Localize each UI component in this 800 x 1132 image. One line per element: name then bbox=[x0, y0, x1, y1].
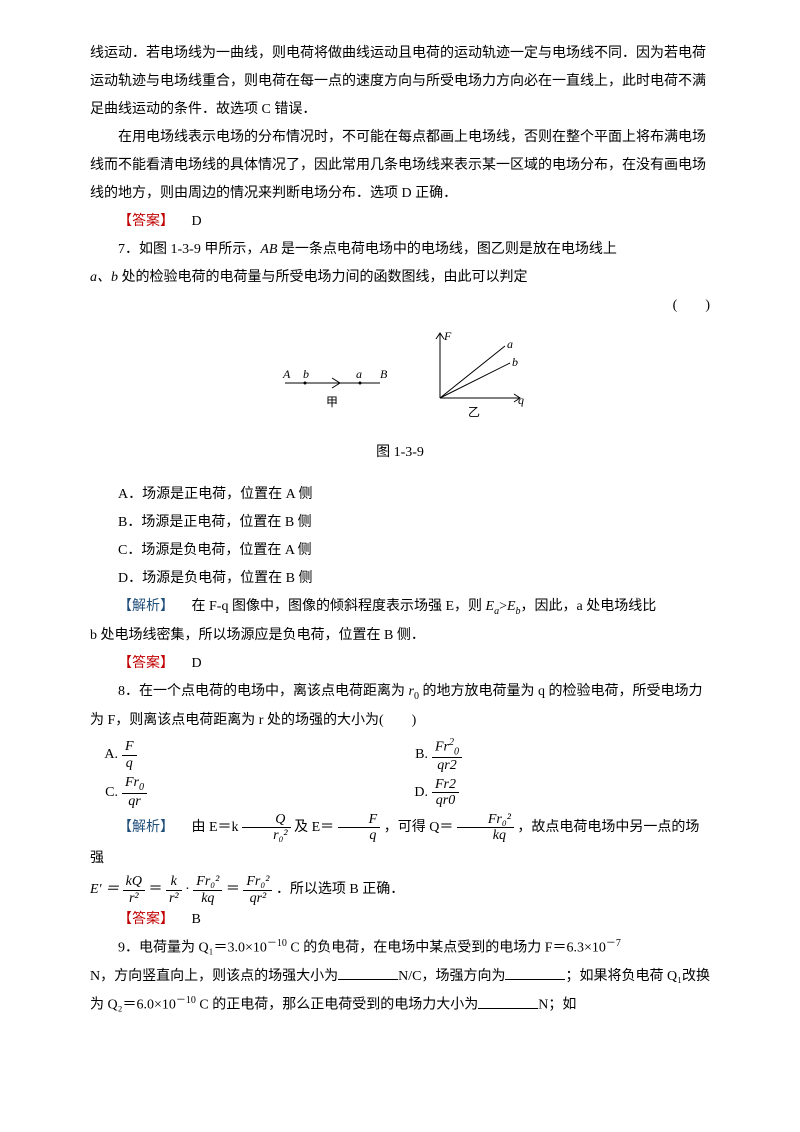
blank-field bbox=[338, 965, 398, 980]
svg-text:a: a bbox=[356, 367, 362, 381]
q7-stem-line2: a、b 处的检验电荷的电荷量与所受电场力间的函数图线，由此可以判定 bbox=[90, 264, 710, 292]
answer-value: D bbox=[192, 656, 202, 671]
q7-paren: ( ) bbox=[90, 292, 710, 320]
q8-analysis-line1: 【解析】 由 E＝k Qr₀² 及 E＝ Fq ，可得 Q＝ Fr₀²kq ，故… bbox=[90, 812, 710, 875]
svg-text:甲: 甲 bbox=[326, 395, 338, 409]
svg-text:B: B bbox=[380, 367, 388, 381]
q7-option-a: A．场源是正电荷，位置在 A 侧 bbox=[90, 481, 710, 509]
q8-stem: 8．在一个点电荷的电场中，离该点电荷距离为 r0 的地方放电荷量为 q 的检验电… bbox=[90, 678, 710, 735]
intro-paragraph-1: 线运动．若电场线为一曲线，则电荷将做曲线运动且电荷的运动轨迹一定与电场线不同．因… bbox=[90, 40, 710, 124]
analysis-label: 【解析】 bbox=[118, 599, 174, 614]
q8-option-a: A. Fq bbox=[90, 737, 400, 774]
svg-text:F: F bbox=[443, 329, 452, 343]
q8-answer: 【答案】 B bbox=[90, 906, 710, 934]
answer-label: 【答案】 bbox=[118, 214, 174, 229]
q9-line1: 9．电荷量为 Q₁＝3.0×10－10 C 的负电荷，在电场中某点受到的电场力 … bbox=[90, 934, 710, 963]
intro-answer: 【答案】 D bbox=[90, 208, 710, 236]
q8-option-d: D. Fr2qr0 bbox=[400, 775, 710, 809]
svg-text:乙: 乙 bbox=[468, 405, 480, 419]
q7-stem-line1: 7．如图 1-3-9 甲所示，AB 是一条点电荷电场中的电场线，图乙则是放在电场… bbox=[90, 236, 710, 264]
q7-figure-caption: 图 1-3-9 bbox=[90, 439, 710, 467]
q7-option-b: B．场源是正电荷，位置在 B 侧 bbox=[90, 509, 710, 537]
q8-options-row2: C. Fr0qr D. Fr2qr0 bbox=[90, 775, 710, 809]
svg-text:q: q bbox=[518, 393, 524, 407]
q7-option-d: D．场源是负电荷，位置在 B 侧 bbox=[90, 565, 710, 593]
blank-field bbox=[478, 994, 538, 1009]
q9-line2: N，方向竖直向上，则该点的场强大小为N/C，场强方向为；如果将负电荷 Q₁改换为… bbox=[90, 963, 710, 1020]
q7-figure: A b a B 甲 F q a b 乙 bbox=[90, 328, 710, 439]
q7-diagram-svg: A b a B 甲 F q a b 乙 bbox=[270, 328, 530, 428]
svg-text:a: a bbox=[507, 337, 513, 351]
svg-text:b: b bbox=[303, 367, 309, 381]
answer-value: D bbox=[192, 214, 202, 229]
answer-label: 【答案】 bbox=[118, 656, 174, 671]
answer-value: B bbox=[192, 912, 201, 927]
q8-analysis-line2: E′ ＝ kQr² ＝ kr² · Fr₀²kq ＝ Fr₀²qr² ．所以选项… bbox=[90, 874, 710, 906]
svg-text:b: b bbox=[512, 355, 518, 369]
intro-paragraph-2: 在用电场线表示电场的分布情况时，不可能在每点都画上电场线，否则在整个平面上将布满… bbox=[90, 124, 710, 208]
analysis-label: 【解析】 bbox=[118, 820, 174, 835]
q7-answer: 【答案】 D bbox=[90, 650, 710, 678]
svg-text:A: A bbox=[282, 367, 291, 381]
blank-field bbox=[505, 965, 565, 980]
q8-options-row1: A. Fq B. Fr20qr2 bbox=[90, 737, 710, 774]
q8-option-c: C. Fr0qr bbox=[90, 775, 400, 809]
answer-label: 【答案】 bbox=[118, 912, 174, 927]
q7-analysis-line1: 【解析】 在 F-q 图像中，图像的倾斜程度表示场强 E，则 Ea>Eb，因此，… bbox=[90, 593, 710, 622]
q8-option-b: B. Fr20qr2 bbox=[400, 737, 710, 774]
q7-analysis-line2: b 处电场线密集，所以场源应是负电荷，位置在 B 侧． bbox=[90, 622, 710, 650]
q7-option-c: C．场源是负电荷，位置在 A 侧 bbox=[90, 537, 710, 565]
